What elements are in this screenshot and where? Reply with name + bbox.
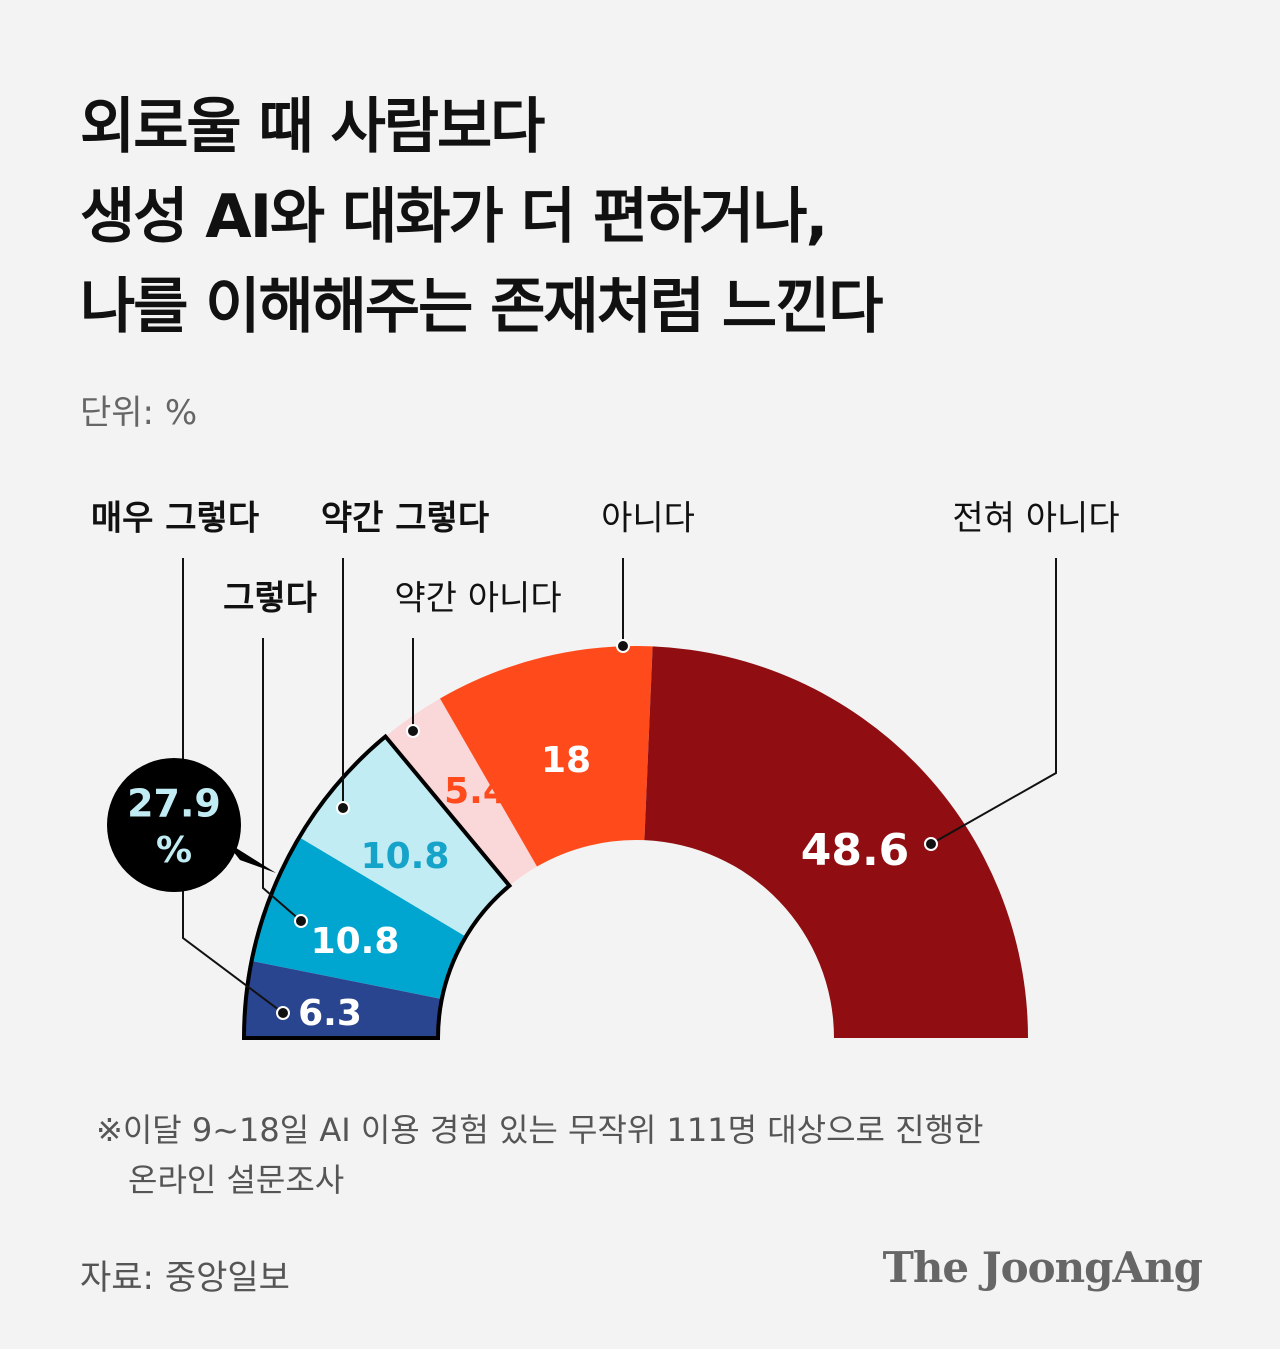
category-label-6: 전혀 아니다	[952, 499, 1119, 539]
slice-2	[251, 837, 466, 1000]
value-label-6: 48.6	[801, 825, 910, 876]
leader-dot-5	[616, 639, 630, 653]
slice-6	[644, 646, 1028, 1038]
title-line-2: 생성 AI와 대화가 더 편하거나,	[80, 182, 828, 252]
callout-unit: %	[156, 830, 192, 871]
category-label-5: 아니다	[601, 499, 695, 539]
chart-title: 외로울 때 사람보다 생성 AI와 대화가 더 편하거나, 나를 이해해주는 존…	[80, 82, 883, 352]
footnote-line-2: 온라인 설문조사	[128, 1161, 345, 1199]
source-label: 자료: 중앙일보	[80, 1258, 290, 1298]
value-label-4: 5.4	[444, 771, 508, 812]
leader-dot-2	[294, 914, 308, 928]
category-label-3: 약간 그렇다	[321, 499, 489, 539]
callout-value: 27.9	[127, 782, 221, 826]
leader-dot-1	[276, 1006, 290, 1020]
callout-pointer	[225, 841, 276, 873]
brand-logo: The JoongAng	[882, 1243, 1203, 1292]
value-label-1: 6.3	[298, 993, 362, 1034]
leader-line-6	[930, 558, 1057, 845]
leader-dot-3	[336, 801, 350, 815]
category-label-4: 약간 아니다	[394, 579, 561, 619]
highlight-outline	[241, 733, 513, 1040]
category-label-2: 그렇다	[223, 579, 317, 619]
leader-line-1	[182, 558, 284, 1014]
category-label-1: 매우 그렇다	[91, 499, 259, 539]
leader-line-2	[262, 638, 302, 922]
slice-4	[385, 698, 537, 886]
callout-bubble	[107, 758, 241, 892]
footnote-line-1: ※이달 9~18일 AI 이용 경험 있는 무작위 111명 대상으로 진행한	[96, 1111, 984, 1149]
unit-label: 단위: %	[80, 393, 198, 433]
slice-3	[299, 736, 510, 937]
title-line-1: 외로울 때 사람보다	[80, 92, 545, 162]
leader-dot-6	[924, 837, 938, 851]
slice-1	[244, 960, 442, 1038]
footnote: ※이달 9~18일 AI 이용 경험 있는 무작위 111명 대상으로 진행한 …	[96, 1105, 983, 1205]
title-line-3: 나를 이해해주는 존재처럼 느낀다	[80, 272, 883, 342]
value-label-5: 18	[541, 740, 591, 781]
value-label-2: 10.8	[311, 921, 400, 962]
value-label-3: 10.8	[361, 836, 450, 877]
leader-dot-4	[406, 724, 420, 738]
slice-5	[440, 646, 653, 867]
